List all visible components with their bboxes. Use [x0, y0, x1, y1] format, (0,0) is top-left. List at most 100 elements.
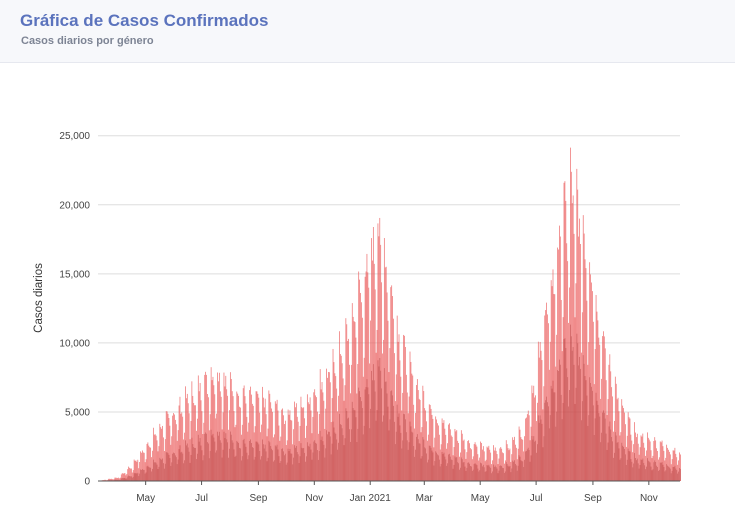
bar-total — [452, 455, 454, 481]
bar-total — [533, 385, 535, 481]
y-axis-ticks: 0 5,000 10,000 15,000 20,000 25,000 — [59, 131, 90, 487]
bar-total — [189, 439, 191, 481]
bar-total — [316, 397, 317, 481]
bar-total — [626, 435, 628, 481]
bar-total — [234, 427, 236, 481]
bar-total — [385, 266, 387, 481]
bar-genero — [373, 380, 375, 481]
bar-genero — [504, 472, 505, 481]
bar-genero — [607, 442, 609, 481]
bar-genero — [411, 431, 413, 481]
bar-total — [186, 393, 188, 481]
bar-genero — [436, 452, 437, 481]
bar-genero — [581, 420, 582, 481]
bar-total — [108, 478, 109, 481]
bar-genero — [594, 418, 596, 481]
bar-total — [525, 418, 526, 481]
bar-total — [584, 259, 586, 481]
bar-total — [456, 430, 458, 481]
bar-genero — [479, 470, 481, 481]
bar-total — [609, 354, 611, 481]
bar-total — [598, 337, 600, 481]
bar-total — [271, 408, 273, 481]
bar-total — [343, 400, 345, 481]
bar-total — [511, 454, 513, 481]
bar-genero — [400, 432, 402, 481]
bar-genero — [196, 453, 198, 481]
bar-total — [477, 454, 479, 481]
bar-genero — [283, 451, 284, 481]
bar-genero — [342, 435, 344, 481]
bar-genero — [355, 417, 357, 481]
bar-total — [658, 457, 660, 481]
bar-total — [286, 440, 288, 481]
bar-total — [335, 376, 337, 481]
bar-genero — [592, 390, 593, 481]
bar-total — [494, 447, 496, 481]
bar-genero — [388, 430, 390, 481]
bar-total — [409, 351, 411, 481]
bar-total — [543, 386, 545, 481]
bar-total — [647, 432, 648, 481]
bar-genero — [460, 467, 461, 481]
bar-genero — [154, 462, 156, 481]
x-tick-label: Mar — [416, 493, 434, 504]
bar-genero — [600, 442, 602, 481]
bar-total — [330, 422, 332, 481]
bar-total — [241, 424, 243, 481]
bar-total — [114, 477, 116, 481]
bar-total — [599, 344, 601, 481]
bar-total — [218, 381, 219, 481]
bar-total — [198, 391, 200, 481]
bar-genero — [626, 459, 628, 481]
bar-total — [386, 292, 388, 481]
bar-total — [403, 334, 404, 481]
bar-genero — [302, 448, 304, 481]
bar-genero — [157, 469, 159, 481]
bar-genero — [624, 448, 625, 481]
bar-total — [115, 477, 117, 481]
y-tick-label: 15,000 — [59, 269, 90, 280]
bar-total — [206, 374, 207, 481]
bar-total — [642, 433, 644, 481]
bar-genero — [627, 448, 629, 481]
bar-genero — [571, 350, 573, 481]
bar-total — [334, 373, 336, 481]
bar-genero — [130, 476, 131, 481]
bar-genero — [327, 434, 328, 481]
bar-total — [639, 447, 641, 481]
bar-genero — [419, 443, 421, 481]
bar-genero — [604, 418, 606, 481]
bar-genero — [484, 471, 486, 481]
bar-total — [353, 321, 355, 481]
bar-genero — [242, 440, 244, 481]
bar-total — [460, 452, 461, 481]
bar-genero — [195, 447, 196, 481]
bar-total — [605, 380, 607, 481]
bar-genero — [211, 435, 213, 481]
bar-total — [178, 405, 180, 481]
bar-total — [632, 452, 634, 481]
bar-genero — [515, 463, 516, 481]
bar-genero — [352, 408, 354, 481]
bar-genero — [405, 432, 407, 481]
bar-total — [153, 434, 155, 481]
bar-total — [653, 441, 655, 481]
bar-total — [214, 394, 216, 481]
bar-total — [368, 287, 370, 481]
x-tick-label: Nov — [640, 493, 658, 504]
bar-total — [288, 414, 290, 481]
bar-total — [506, 444, 508, 481]
bar-total — [441, 418, 443, 481]
bar-genero — [482, 466, 483, 481]
bar-genero — [311, 459, 313, 481]
bar-total — [155, 435, 157, 481]
bar-genero — [133, 472, 135, 481]
bar-genero — [611, 436, 613, 481]
bar-genero — [152, 459, 154, 481]
bar-total — [352, 316, 354, 481]
bar-genero — [647, 460, 649, 481]
bar-total — [576, 168, 578, 481]
bar-genero — [640, 459, 642, 481]
bar-genero — [149, 467, 151, 481]
